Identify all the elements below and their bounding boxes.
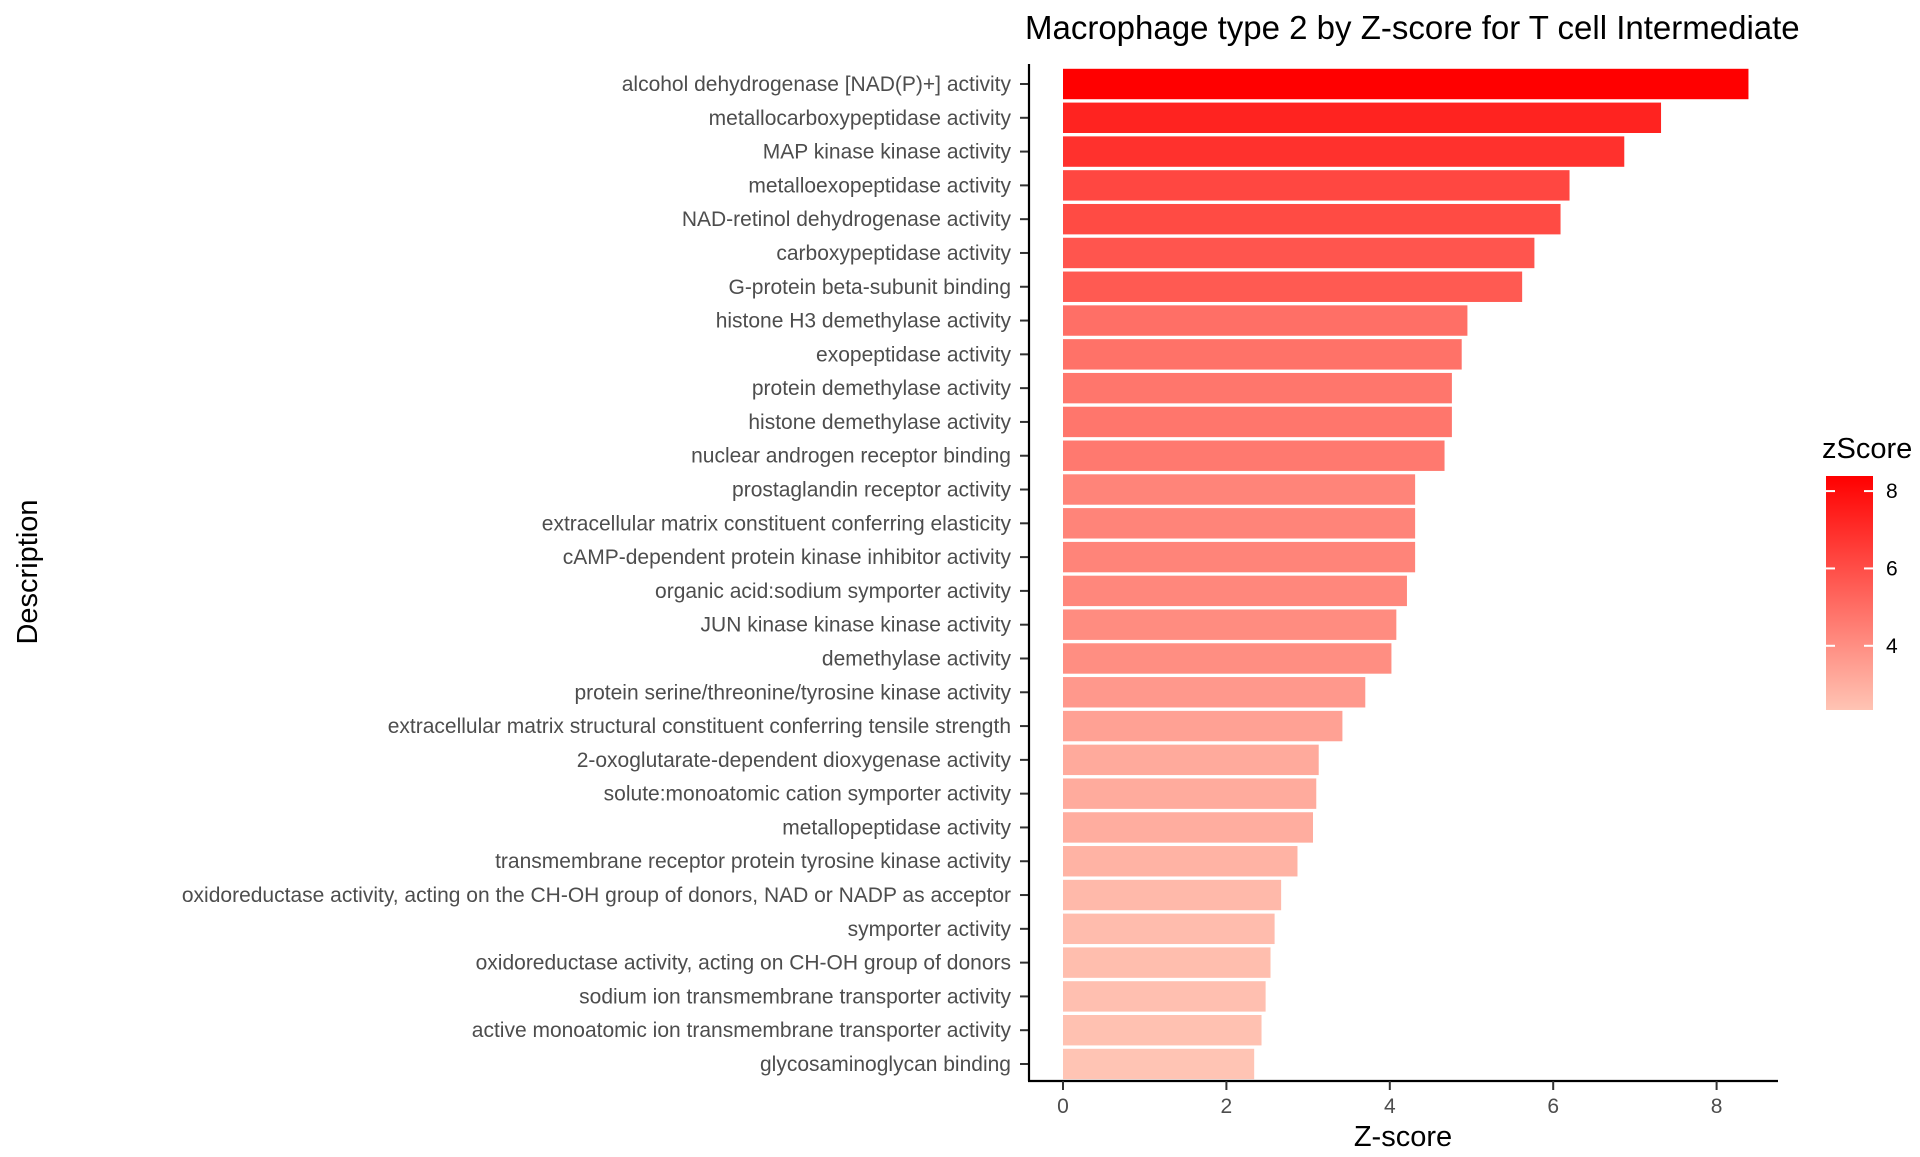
y-axis-tick-labels: alcohol dehydrogenase [NAD(P)+] activity… bbox=[182, 73, 1012, 1076]
bar bbox=[1063, 237, 1535, 269]
bar bbox=[1063, 136, 1625, 167]
bar bbox=[1063, 710, 1343, 742]
bar bbox=[1063, 879, 1282, 911]
x-tick-label: 2 bbox=[1221, 1095, 1233, 1118]
bar bbox=[1063, 846, 1298, 877]
legend-tick-label: 8 bbox=[1886, 480, 1898, 503]
y-tick-label: MAP kinase kinase activity bbox=[763, 141, 1012, 164]
bar bbox=[1063, 778, 1317, 809]
bar bbox=[1063, 981, 1266, 1012]
bar bbox=[1063, 643, 1392, 674]
bar bbox=[1063, 305, 1468, 336]
y-tick-label: oxidoreductase activity, acting on CH-OH… bbox=[476, 952, 1011, 975]
y-tick-label: nuclear androgen receptor binding bbox=[691, 445, 1011, 468]
x-tick-label: 4 bbox=[1384, 1095, 1396, 1118]
y-tick-label: G-protein beta-subunit binding bbox=[728, 276, 1011, 299]
y-tick-label: JUN kinase kinase kinase activity bbox=[701, 614, 1012, 637]
y-tick-label: NAD-retinol dehydrogenase activity bbox=[682, 208, 1012, 231]
y-tick-label: solute:monoatomic cation symporter activ… bbox=[604, 783, 1012, 806]
bar bbox=[1063, 947, 1271, 978]
y-tick-label: glycosaminoglycan binding bbox=[760, 1053, 1011, 1076]
y-tick-label: cAMP-dependent protein kinase inhibitor … bbox=[563, 546, 1012, 569]
y-tick-label: symporter activity bbox=[848, 918, 1012, 941]
bar bbox=[1063, 575, 1407, 607]
legend-tick-label: 6 bbox=[1886, 557, 1898, 580]
y-tick-label: oxidoreductase activity, acting on the C… bbox=[182, 884, 1011, 907]
bars bbox=[1063, 68, 1749, 1080]
bar bbox=[1063, 203, 1561, 235]
bar bbox=[1063, 474, 1416, 505]
y-tick-label: carboxypeptidase activity bbox=[776, 242, 1011, 265]
bar bbox=[1063, 677, 1366, 708]
x-axis-label: Z-score bbox=[1354, 1121, 1452, 1152]
y-tick-label: protein demethylase activity bbox=[752, 377, 1012, 400]
y-axis-label: Description bbox=[12, 499, 44, 644]
x-tick-label: 6 bbox=[1547, 1095, 1559, 1118]
x-tick-label: 0 bbox=[1057, 1095, 1069, 1118]
bar bbox=[1063, 406, 1452, 438]
bar bbox=[1063, 271, 1523, 302]
bar bbox=[1063, 541, 1416, 573]
legend: zScore 4 6 8 bbox=[1822, 433, 1912, 710]
bar bbox=[1063, 68, 1749, 100]
bar bbox=[1063, 372, 1452, 404]
bar bbox=[1063, 609, 1397, 640]
y-tick-label: 2-oxoglutarate-dependent dioxygenase act… bbox=[577, 749, 1012, 772]
y-tick-label: metallocarboxypeptidase activity bbox=[709, 107, 1012, 130]
bar bbox=[1063, 913, 1275, 945]
bar bbox=[1063, 1048, 1255, 1080]
y-tick-label: extracellular matrix constituent conferr… bbox=[542, 512, 1012, 535]
x-axis-ticks: 0 2 4 6 8 bbox=[1057, 1081, 1722, 1118]
chart-title: Macrophage type 2 by Z-score for T cell … bbox=[1025, 9, 1800, 46]
y-tick-label: active monoatomic ion transmembrane tran… bbox=[472, 1019, 1012, 1042]
bar bbox=[1063, 1015, 1262, 1046]
y-tick-label: histone H3 demethylase activity bbox=[716, 310, 1012, 333]
bar bbox=[1063, 744, 1319, 776]
y-tick-label: alcohol dehydrogenase [NAD(P)+] activity bbox=[622, 73, 1012, 96]
legend-ticks: 4 6 8 bbox=[1826, 480, 1898, 658]
y-tick-label: exopeptidase activity bbox=[816, 343, 1011, 366]
y-tick-label: demethylase activity bbox=[822, 647, 1012, 670]
y-tick-label: histone demethylase activity bbox=[748, 411, 1011, 434]
legend-color-bar bbox=[1826, 476, 1873, 710]
bar bbox=[1063, 812, 1314, 843]
y-tick-label: transmembrane receptor protein tyrosine … bbox=[495, 850, 1011, 873]
bar bbox=[1063, 440, 1445, 471]
y-tick-label: metallopeptidase activity bbox=[782, 816, 1011, 839]
y-tick-label: sodium ion transmembrane transporter act… bbox=[579, 985, 1011, 1008]
y-tick-label: protein serine/threonine/tyrosine kinase… bbox=[574, 681, 1011, 704]
y-tick-label: organic acid:sodium symporter activity bbox=[655, 580, 1011, 603]
legend-title: zScore bbox=[1822, 433, 1912, 465]
legend-tick-label: 4 bbox=[1886, 635, 1898, 658]
y-axis-ticks bbox=[1020, 83, 1029, 1065]
x-tick-label: 8 bbox=[1711, 1095, 1723, 1118]
y-tick-label: prostaglandin receptor activity bbox=[732, 479, 1011, 502]
y-tick-label: extracellular matrix structural constitu… bbox=[388, 715, 1011, 738]
y-tick-label: metalloexopeptidase activity bbox=[748, 174, 1011, 197]
bar bbox=[1063, 170, 1570, 201]
bar bbox=[1063, 102, 1662, 133]
bar bbox=[1063, 339, 1462, 370]
bar bbox=[1063, 508, 1416, 539]
